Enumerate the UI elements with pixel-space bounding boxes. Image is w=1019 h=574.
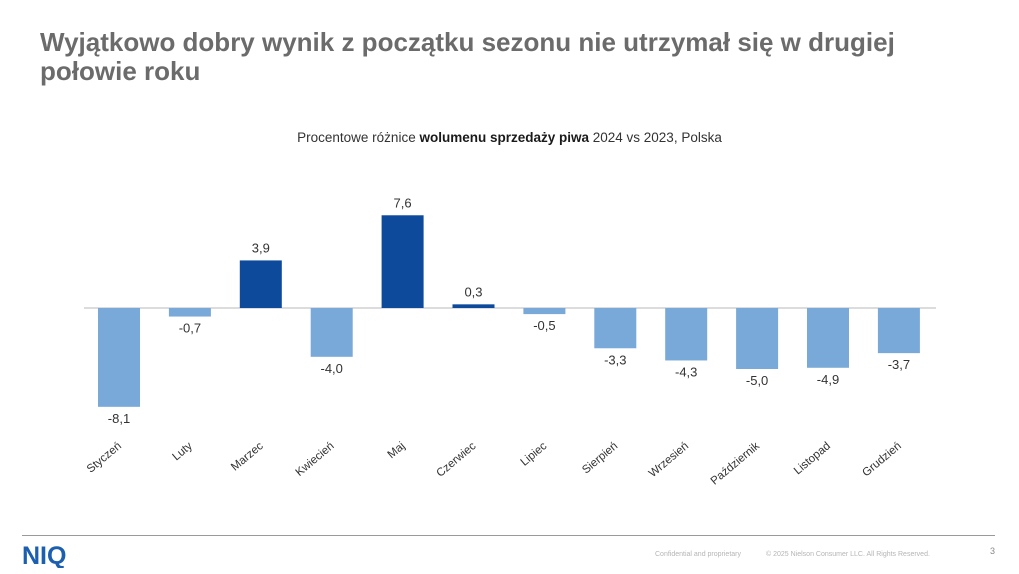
category-label: Maj [386, 440, 408, 461]
bar-listopad [807, 308, 849, 368]
value-label: -3,3 [604, 352, 626, 367]
value-label: -5,0 [746, 373, 768, 388]
chart-title: Procentowe różnice wolumenu sprzedaży pi… [0, 130, 1019, 145]
niq-logo-text: NIQ [22, 542, 66, 568]
category-label: Październik [709, 440, 762, 488]
category-label: Czerwiec [434, 440, 478, 480]
bar-maj [381, 215, 424, 308]
value-label: 7,6 [394, 195, 412, 210]
bar-marzec [239, 260, 282, 308]
category-label: Kwiecień [294, 440, 337, 479]
category-label: Sierpień [580, 440, 620, 476]
value-label: -4,3 [675, 364, 697, 379]
bar-kwiecień [310, 308, 353, 357]
footer-confidential: Confidential and proprietary [655, 551, 741, 558]
value-label: -3,7 [888, 357, 910, 372]
category-label: Luty [170, 440, 195, 463]
category-label: Lipiec [519, 440, 550, 469]
value-label: -8,1 [108, 411, 130, 426]
footer-copyright: © 2025 Nielson Consumer LLC. All Rights … [766, 551, 930, 558]
value-label: 3,9 [252, 240, 270, 255]
chart-title-suffix: 2024 vs 2023, Polska [589, 130, 722, 145]
value-label: -0,7 [179, 321, 201, 336]
bar-lipiec [523, 308, 566, 315]
bar-październik [736, 308, 779, 369]
bar-wrzesień [665, 308, 708, 361]
value-label: -4,0 [320, 361, 342, 376]
niq-logo: NIQ [22, 542, 66, 568]
value-label: -4,9 [817, 372, 839, 387]
footer-divider [22, 535, 995, 536]
bar-sierpień [594, 308, 637, 349]
bar-czerwiec [452, 304, 495, 308]
page-number: 3 [990, 546, 996, 556]
chart-title-prefix: Procentowe różnice [297, 130, 420, 145]
bar-styczeń [98, 308, 140, 407]
category-label: Listopad [792, 440, 833, 477]
chart-title-bold: wolumenu sprzedaży piwa [419, 130, 589, 145]
category-label: Grudzień [860, 440, 903, 479]
category-label: Marzec [229, 440, 266, 474]
category-label: Wrzesień [647, 440, 691, 480]
value-label: -0,5 [533, 318, 555, 333]
bar-luty [168, 308, 211, 317]
slide-title: Wyjątkowo dobry wynik z początku sezonu … [40, 27, 895, 86]
bar-grudzień [877, 308, 920, 354]
category-label: Styczeń [85, 440, 124, 475]
value-label: 0,3 [464, 284, 482, 299]
